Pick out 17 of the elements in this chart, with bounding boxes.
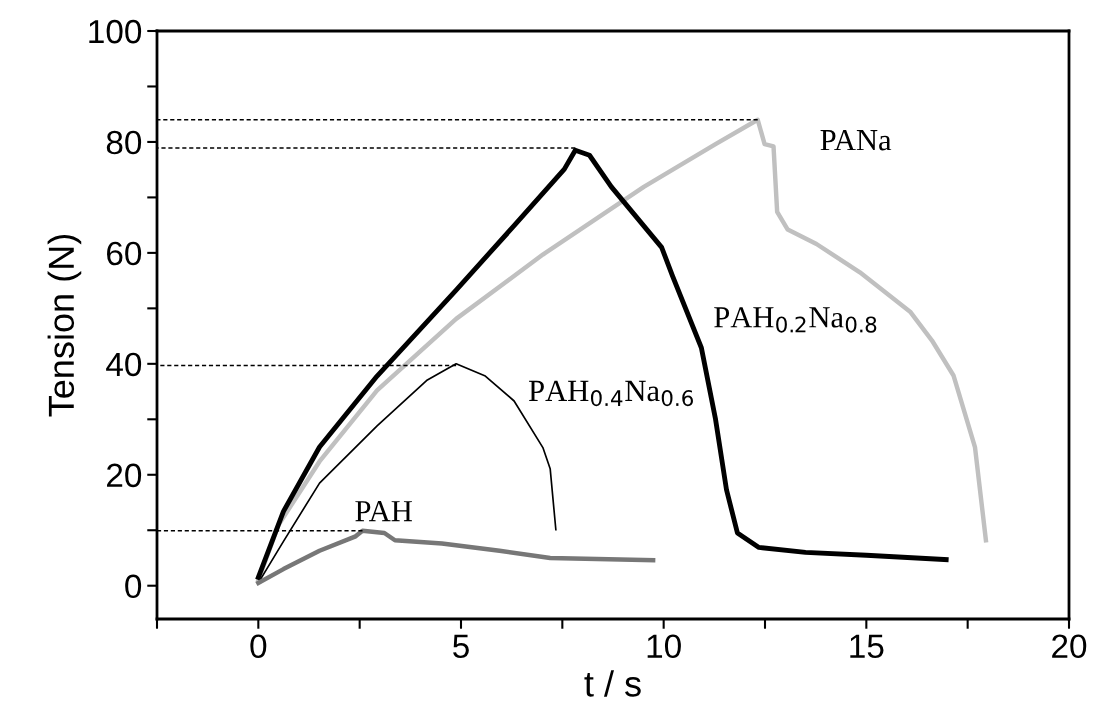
x-tick-label: 15 (850, 634, 884, 659)
y-axis-title: Tension (N) (47, 234, 82, 417)
x-axis-title: t / s (584, 670, 641, 697)
series-label: PAH$_{0.4}$Na$_{0.6}$ (529, 380, 693, 407)
y-tick-label: 100 (89, 19, 142, 44)
y-tick-label: 20 (107, 463, 142, 488)
series-label: PAH$_{0.2}$Na$_{0.8}$ (714, 307, 877, 333)
x-tick-label: 5 (453, 634, 469, 659)
x-tick-label: 10 (647, 634, 681, 659)
y-tick-label: 80 (106, 130, 142, 155)
series-label: PANa (820, 129, 892, 151)
x-tick-label: 0 (250, 634, 267, 659)
y-tick-label: 60 (107, 241, 142, 266)
y-tick-label: 0 (125, 574, 142, 599)
series-label: PAH (355, 500, 412, 522)
x-tick-label: 20 (1052, 634, 1087, 659)
y-tick-label: 40 (106, 352, 142, 377)
